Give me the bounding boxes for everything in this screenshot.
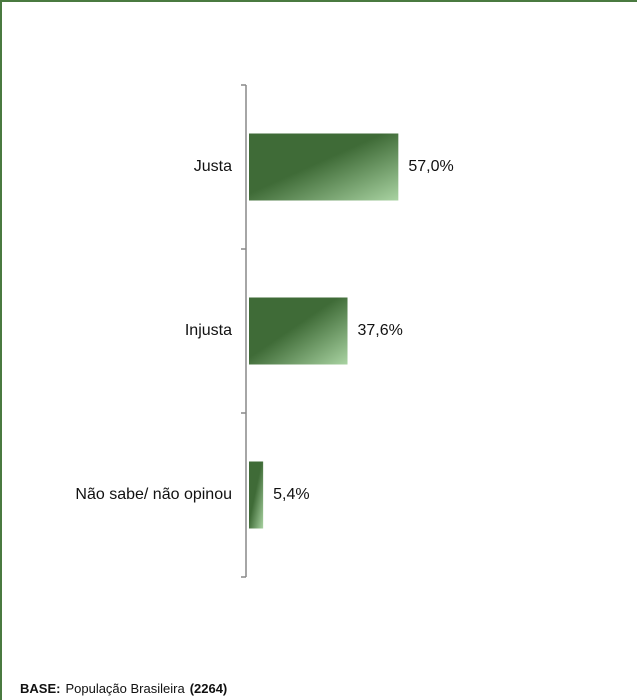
value-label: 37,6% (358, 322, 403, 339)
bar (249, 461, 264, 529)
category-label: Injusta (185, 322, 232, 339)
category-label: Justa (194, 158, 232, 175)
bar (249, 133, 399, 201)
category-label: Não sabe/ não opinou (75, 486, 232, 503)
value-label: 5,4% (273, 486, 309, 503)
footer-label: BASE: (20, 681, 60, 696)
value-label: 57,0% (408, 158, 453, 175)
footer: BASE: População Brasileira (2264) (20, 681, 227, 696)
footer-base: (2264) (190, 681, 228, 696)
footer-text: População Brasileira (65, 681, 185, 696)
bar (249, 297, 348, 365)
